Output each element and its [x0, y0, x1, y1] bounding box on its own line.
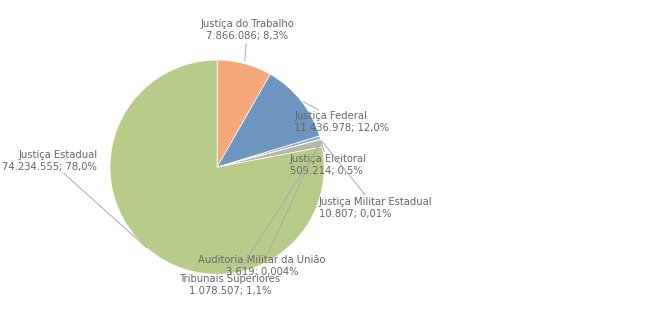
Wedge shape — [217, 139, 322, 167]
Text: Justiça Militar Estadual
10.807; 0,01%: Justiça Militar Estadual 10.807; 0,01% — [319, 141, 432, 219]
Wedge shape — [217, 74, 320, 167]
Wedge shape — [110, 60, 324, 274]
Text: Justiça Federal
11.436.978; 12,0%: Justiça Federal 11.436.978; 12,0% — [294, 102, 389, 133]
Text: Justiça do Trabalho
7.866.086; 8,3%: Justiça do Trabalho 7.866.086; 8,3% — [200, 19, 294, 61]
Wedge shape — [217, 136, 320, 167]
Wedge shape — [217, 139, 320, 167]
Text: Justiça Eleitoral
509.214; 0,5%: Justiça Eleitoral 509.214; 0,5% — [290, 140, 367, 176]
Text: Justiça Estadual
74.234.555; 78,0%: Justiça Estadual 74.234.555; 78,0% — [2, 150, 147, 248]
Text: Auditoria Militar da União
3.619; 0,004%: Auditoria Militar da União 3.619; 0,004% — [198, 142, 326, 277]
Wedge shape — [217, 139, 320, 167]
Wedge shape — [217, 60, 270, 167]
Text: Tribunais Superiores
1.078.507; 1,1%: Tribunais Superiores 1.078.507; 1,1% — [179, 145, 320, 296]
